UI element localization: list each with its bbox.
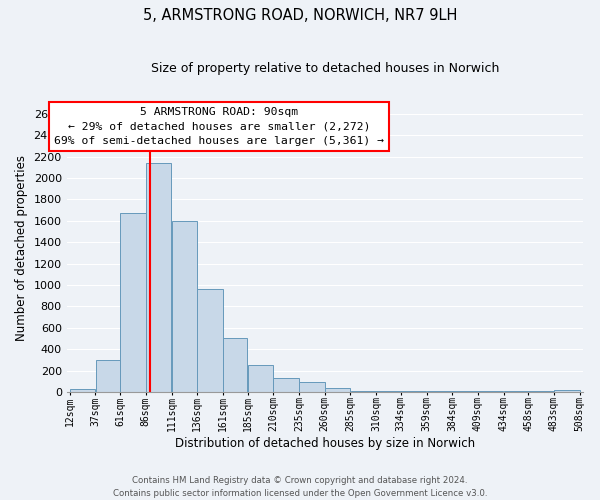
Bar [554,390,580,392]
Text: Contains HM Land Registry data © Crown copyright and database right 2024.
Contai: Contains HM Land Registry data © Crown c… [113,476,487,498]
Bar [95,360,120,392]
Bar [197,290,223,392]
Bar [325,388,350,392]
Title: Size of property relative to detached houses in Norwich: Size of property relative to detached ho… [151,62,499,76]
Bar [248,364,273,392]
Text: 5 ARMSTRONG ROAD: 90sqm
← 29% of detached houses are smaller (2,272)
69% of semi: 5 ARMSTRONG ROAD: 90sqm ← 29% of detache… [54,108,384,146]
Bar [299,382,325,392]
Bar [274,378,299,392]
Bar [172,221,197,392]
Bar [223,338,247,392]
Bar [146,163,172,392]
Bar [70,390,95,392]
Y-axis label: Number of detached properties: Number of detached properties [15,154,28,340]
Bar [120,214,146,392]
X-axis label: Distribution of detached houses by size in Norwich: Distribution of detached houses by size … [175,437,475,450]
Text: 5, ARMSTRONG ROAD, NORWICH, NR7 9LH: 5, ARMSTRONG ROAD, NORWICH, NR7 9LH [143,8,457,22]
